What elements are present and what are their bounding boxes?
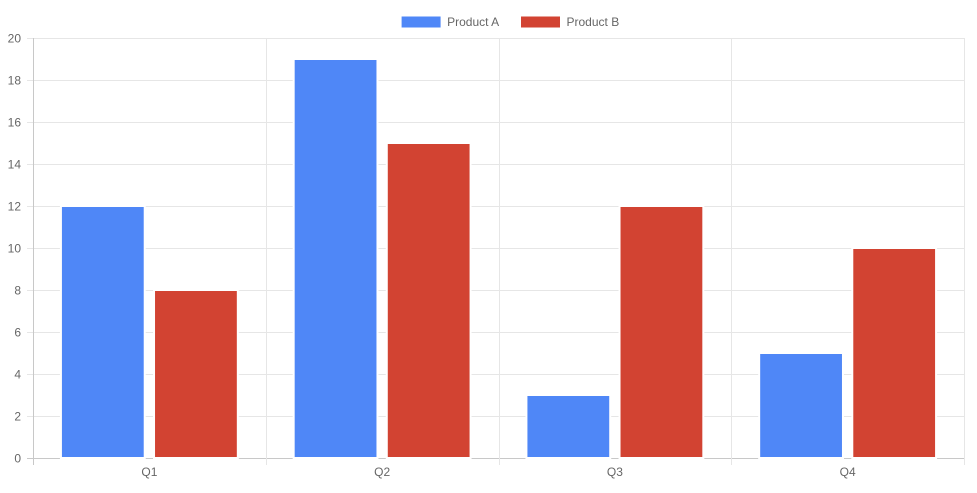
x-axis-ticks: Q1 Q2 Q3 Q4 (141, 465, 856, 479)
legend-swatch (520, 15, 561, 29)
y-tick-label: 20 (8, 32, 22, 46)
legend-item-product-a[interactable]: Product A (400, 15, 499, 29)
y-tick-label: 0 (14, 452, 21, 466)
bar-product-a-q2[interactable] (292, 58, 379, 459)
legend-label: Product B (567, 15, 620, 29)
bar-product-a-q3[interactable] (525, 394, 612, 459)
bar-product-b-q3[interactable] (618, 205, 705, 459)
x-tick-label: Q1 (141, 465, 157, 479)
legend-swatch (400, 15, 442, 29)
x-tick-label: Q3 (607, 465, 623, 479)
bar-product-a-q1[interactable] (59, 205, 146, 459)
legend: Product A Product B (400, 15, 620, 29)
x-tick-label: Q4 (840, 465, 856, 479)
y-tick-label: 10 (8, 242, 22, 256)
y-tick-label: 2 (14, 410, 21, 424)
bar-product-b-q2[interactable] (385, 142, 472, 459)
y-tick-label: 4 (14, 368, 21, 382)
y-tick-label: 6 (14, 326, 21, 340)
x-tick-label: Q2 (374, 465, 390, 479)
y-tick-label: 18 (8, 74, 22, 88)
legend-item-product-b[interactable]: Product B (520, 15, 620, 29)
y-axis-ticks: 0 2 4 6 8 10 12 14 16 18 20 (8, 32, 22, 466)
bar-product-b-q1[interactable] (153, 289, 239, 459)
y-tick-label: 12 (8, 200, 22, 214)
y-tick-label: 8 (14, 284, 21, 298)
bar-product-b-q4[interactable] (851, 247, 938, 459)
bars (59, 58, 938, 459)
bar-product-a-q4[interactable] (758, 352, 844, 459)
y-tick-label: 14 (8, 158, 22, 172)
legend-label: Product A (447, 15, 499, 29)
y-tick-label: 16 (8, 116, 22, 130)
